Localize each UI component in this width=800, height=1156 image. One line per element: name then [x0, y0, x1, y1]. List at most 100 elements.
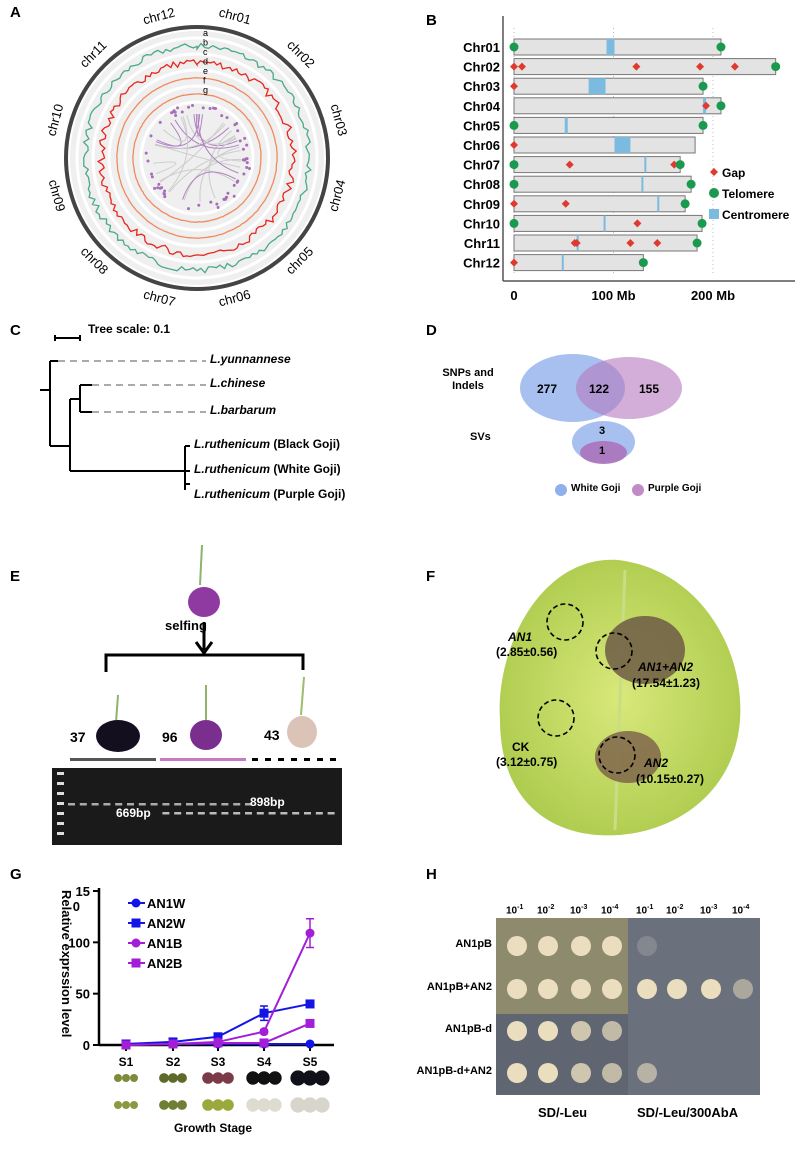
yeast-spot: [538, 1063, 558, 1083]
fruit-thumbnail: [177, 1100, 187, 1110]
telomere-mark: [697, 218, 707, 228]
track-g-point: [241, 158, 245, 162]
dilution-base: 10: [732, 905, 744, 917]
yeast-spot: [507, 979, 527, 999]
synteny-link: [193, 114, 238, 146]
strain-label: AN1pB+AN2: [426, 981, 492, 993]
centromere-mark: [606, 39, 615, 55]
track-g-point: [187, 105, 191, 109]
gap-mark: [510, 62, 518, 71]
gap-mark: [633, 219, 642, 228]
chromosome-bar: [513, 195, 686, 213]
gap-mark: [510, 82, 518, 91]
synteny-link: [153, 161, 177, 175]
telomere-mark: [509, 179, 519, 189]
fruit-thumbnail: [246, 1071, 260, 1085]
synteny-link: [167, 116, 189, 192]
purple-fruit-parent: [188, 587, 220, 617]
fruit-thumbnail: [268, 1071, 282, 1085]
taxon-label: L.yunnannese: [210, 352, 291, 366]
yeast-spot: [602, 979, 622, 999]
fruit-thumbnail: [130, 1101, 138, 1109]
track-c-line: [96, 59, 298, 258]
synteny-link: [154, 123, 226, 150]
fruit-thumbnail: [314, 1070, 330, 1086]
fruit-thumbnail: [168, 1100, 178, 1110]
chromosome-ideogram: 0 100 Mb 200 Mb Chr01 Chr02 Chr03 Chr04 Chr05 Ch…: [463, 16, 795, 303]
gel-band-upper: [68, 803, 75, 806]
taxon-species: L.ruthenicum: [194, 487, 271, 501]
ladder-band: [57, 792, 64, 795]
track-g-point: [225, 116, 229, 120]
track-g-point: [186, 207, 190, 211]
gap-mark: [565, 160, 574, 169]
x-tick-label: S3: [211, 1055, 226, 1069]
legend-label-AN2B: AN2B: [147, 956, 182, 971]
track-g-point: [247, 166, 251, 170]
point-AN2B: [121, 1040, 131, 1050]
chromosome-label: Chr07: [463, 158, 500, 173]
spot-ck: [537, 699, 575, 737]
gel-band-upper: [197, 803, 205, 806]
y-tick-label: 50: [76, 987, 90, 1002]
venn-snps-white-only: 277: [537, 382, 558, 396]
fruit-thumbnail: [302, 1097, 318, 1113]
fruit-thumbnail: [314, 1097, 330, 1113]
spot-value-an1: (2.85±0.56): [496, 645, 558, 659]
telomere-mark: [675, 160, 685, 170]
telomere-mark: [686, 179, 696, 189]
taxon-label: L.barbarum: [210, 403, 276, 417]
x-tick-label: S5: [303, 1055, 318, 1069]
synteny-link: [208, 130, 232, 199]
track-g-point: [208, 107, 212, 111]
track-separator: [107, 68, 287, 248]
track-separator: [139, 100, 255, 216]
track-g-point: [153, 186, 157, 190]
track-g-point: [238, 139, 242, 143]
synteny-link: [215, 135, 236, 148]
ladder-band: [57, 782, 64, 785]
track-g-point: [236, 129, 240, 133]
gel-band-upper: [221, 803, 229, 806]
legend-white-goji-swatch: [555, 484, 567, 496]
taxon-label: L.ruthenicum (Black Goji): [194, 437, 340, 451]
dilution-label: 10-2: [666, 904, 683, 916]
gel-band-upper: [186, 803, 193, 806]
point-AN2B: [213, 1038, 223, 1048]
fruit-thumbnail: [257, 1098, 271, 1112]
dilution-exponent: -3: [711, 904, 718, 911]
gel-band-upper: [233, 803, 241, 806]
gel-band-lower: [221, 812, 229, 815]
taxon-species: L.ruthenicum: [194, 437, 271, 451]
centromere-mark: [561, 254, 564, 271]
y-tick-label: 0: [83, 1038, 90, 1053]
chromosome-label-chr09: chr09: [46, 178, 69, 213]
legend-label-AN1B: AN1B: [147, 936, 182, 951]
gel-band-upper: [162, 803, 170, 806]
yeast-spot: [571, 1021, 591, 1041]
track-g-point: [214, 106, 218, 110]
centromere-mark: [641, 176, 644, 193]
strain-label: AN1pB: [455, 938, 492, 950]
gel-band-upper: [174, 803, 182, 806]
chromosome-label: Chr12: [463, 256, 500, 271]
gel-band-lower: [268, 812, 276, 815]
band-669bp: 669bp: [116, 806, 151, 820]
dilution-exponent: -3: [581, 904, 588, 911]
spot-label-an1: AN1: [508, 630, 533, 644]
venn-panel: SNPs and Indels 277 122 155 SVs 3 1 Whit…: [400, 310, 800, 496]
chromosome-label-chr01: chr01: [217, 4, 252, 27]
ladder-band: [57, 772, 64, 775]
track-g-point: [201, 106, 205, 110]
track-g-point: [209, 200, 213, 204]
taxon-species: L.yunnannese: [210, 352, 291, 366]
chromosome-label: Chr09: [463, 197, 500, 212]
synteny-link: [168, 149, 241, 193]
synteny-link: [217, 138, 241, 162]
track-g-point: [235, 121, 239, 125]
x-tick-label: S4: [257, 1055, 272, 1069]
gap-mark: [653, 239, 662, 247]
fruit-thumbnail: [159, 1100, 169, 1110]
track-label-g: g: [203, 85, 208, 95]
gel-band-upper: [79, 803, 87, 806]
